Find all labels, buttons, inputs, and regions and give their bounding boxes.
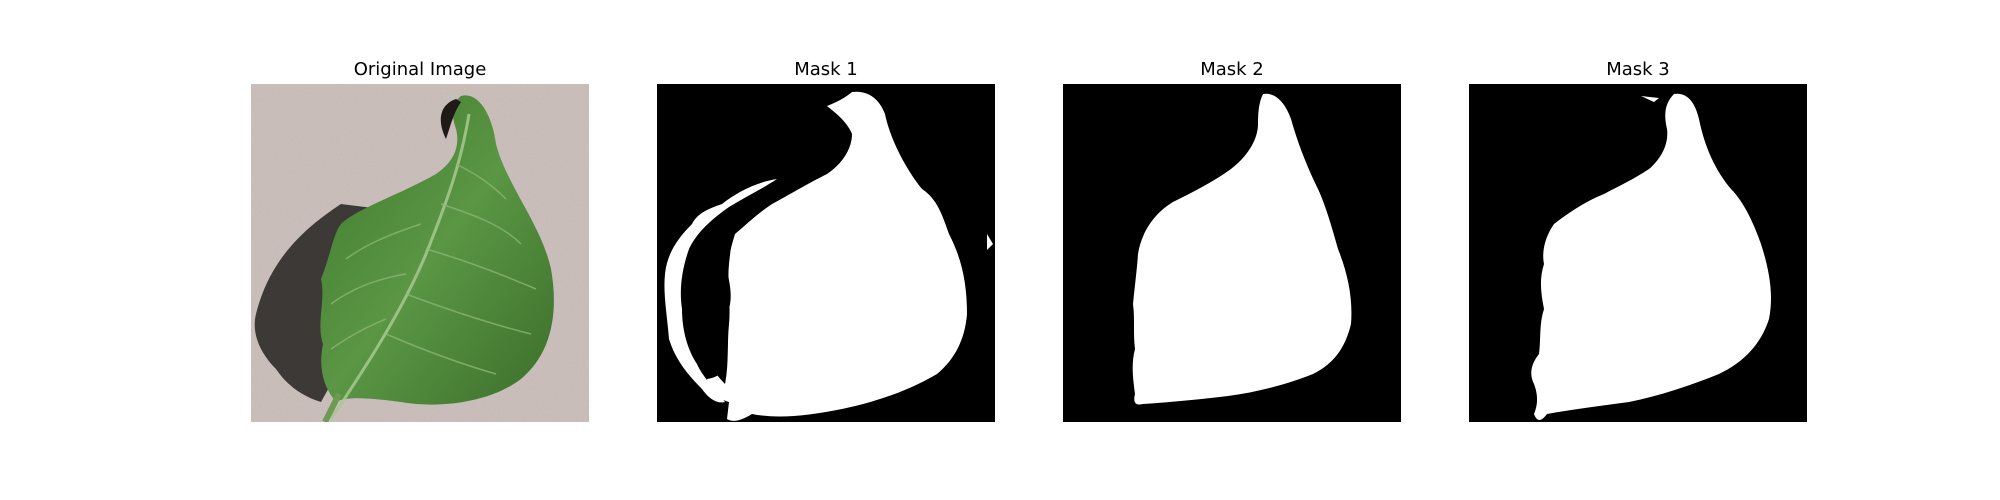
- original-leaf-photo: [251, 84, 589, 422]
- panel-title: Mask 3: [1469, 57, 1807, 83]
- panel-mask-3: Mask 3: [1469, 0, 1807, 430]
- panel-title: Mask 1: [657, 57, 995, 83]
- panel-title: Mask 2: [1063, 57, 1401, 83]
- mask-3-image: [1469, 84, 1807, 422]
- panel-original-image: Original Image: [251, 0, 589, 430]
- panel-title: Original Image: [251, 57, 589, 83]
- mask-2-image: [1063, 84, 1401, 422]
- panel-mask-2: Mask 2: [1063, 0, 1401, 430]
- mask-1-image: [657, 84, 995, 422]
- panel-mask-1: Mask 1: [657, 0, 995, 430]
